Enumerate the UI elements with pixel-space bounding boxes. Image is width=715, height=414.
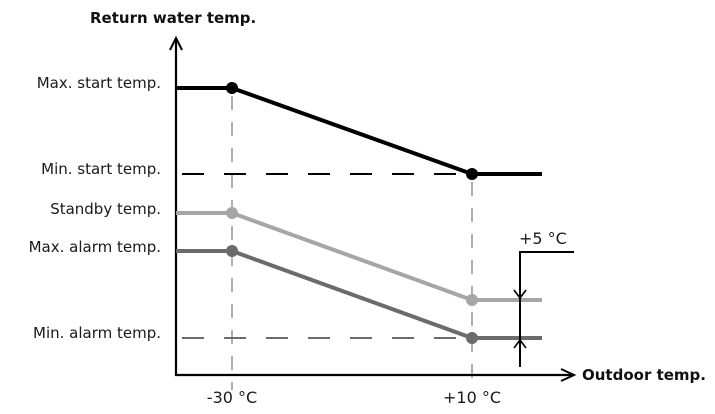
y-label-min-start: Min. start temp. <box>41 160 161 178</box>
y-label-max-start: Max. start temp. <box>37 74 161 92</box>
arrow-down-icon <box>513 289 527 300</box>
standby-temp-curve <box>176 211 542 302</box>
y-axis-title: Return water temp. <box>90 9 256 27</box>
offset-bracket <box>519 251 574 367</box>
arrow-up-icon <box>513 338 527 349</box>
standby-point-minus30 <box>226 207 238 219</box>
start-temp-curve <box>176 86 542 176</box>
x-tick-minus30: -30 °C <box>207 388 257 407</box>
y-label-max-alarm: Max. alarm temp. <box>29 238 161 256</box>
standby-point-plus10 <box>466 294 478 306</box>
alarm-temp-curve <box>176 249 542 340</box>
alarm-point-minus30 <box>226 245 238 257</box>
x-axis-arrow-icon <box>560 368 577 382</box>
y-label-standby: Standby temp. <box>50 200 161 218</box>
alarm-point-plus10 <box>466 332 478 344</box>
y-axis-arrow-icon <box>169 35 183 51</box>
x-axis-title: Outdoor temp. <box>582 366 706 384</box>
y-label-min-alarm: Min. alarm temp. <box>33 324 161 342</box>
x-tick-plus10: +10 °C <box>443 388 501 407</box>
offset-annotation: +5 °C <box>519 229 567 248</box>
start-point-plus10 <box>466 168 478 180</box>
start-point-minus30 <box>226 82 238 94</box>
